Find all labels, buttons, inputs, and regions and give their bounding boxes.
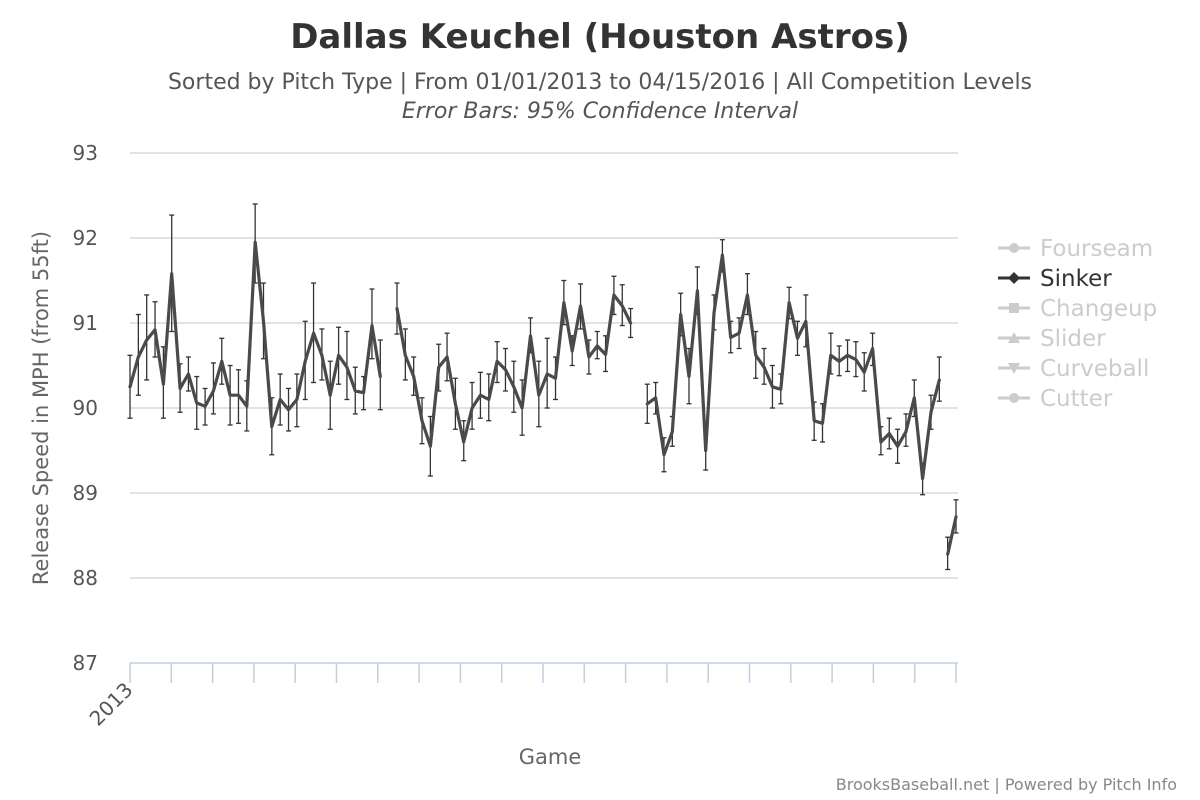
legend: Fourseam Sinker Changeup Slider Curveball Cut…	[998, 236, 1157, 412]
legend-marker-circle	[1009, 393, 1019, 403]
legend-item-curveball[interactable]: Curveball	[998, 356, 1149, 382]
legend-item-fourseam[interactable]: Fourseam	[998, 236, 1153, 262]
legend-marker-diamond	[1008, 272, 1020, 284]
legend-label: Sinker	[1040, 266, 1112, 292]
y-tick-label-92: 92	[73, 226, 98, 250]
y-tick-label-91: 91	[73, 311, 98, 335]
series-lines	[128, 240, 958, 556]
chart-subtitle: Sorted by Pitch Type | From 01/01/2013 t…	[168, 70, 1032, 95]
x-axis-title: Game	[519, 745, 582, 769]
legend-marker-square	[1009, 303, 1019, 313]
error-bar	[144, 294, 150, 381]
y-tick-label-87: 87	[73, 651, 98, 675]
series-line-sinker-segment-1[interactable]	[128, 240, 382, 429]
legend-label: Curveball	[1040, 356, 1149, 382]
error-bar	[369, 288, 375, 360]
legend-label: Changeup	[1040, 296, 1157, 322]
series-line-sinker-segment-2[interactable]	[395, 293, 633, 448]
y-axis-title: Release Speed in MPH (from 55ft)	[29, 231, 53, 585]
legend-item-changeup[interactable]: Changeup	[998, 296, 1157, 322]
legend-marker-triangle	[1008, 332, 1020, 343]
legend-item-cutter[interactable]: Cutter	[998, 386, 1113, 412]
legend-label: Cutter	[1040, 386, 1113, 412]
y-axis-ticks: 87 88 89 90 91 92 93	[73, 141, 98, 675]
series-line-sinker-segment-3[interactable]	[645, 253, 941, 481]
chart-subtitle-error-bars: Error Bars: 95% Confidence Interval	[402, 99, 798, 124]
y-tick-label-89: 89	[73, 481, 98, 505]
x-axis: 2013	[85, 662, 958, 731]
y-tick-label-90: 90	[73, 396, 98, 420]
legend-marker-circle	[1009, 243, 1019, 253]
legend-item-sinker[interactable]: Sinker	[998, 266, 1112, 292]
legend-item-slider[interactable]: Slider	[998, 326, 1106, 352]
legend-label: Slider	[1040, 326, 1106, 352]
series-line-sinker-segment-4[interactable]	[946, 515, 958, 556]
chart-title: Dallas Keuchel (Houston Astros)	[290, 17, 910, 57]
credits-text[interactable]: BrooksBaseball.net | Powered by Pitch In…	[836, 775, 1177, 794]
grid-lines	[130, 152, 958, 579]
legend-marker-triangle-down	[1008, 363, 1020, 374]
y-tick-label-88: 88	[73, 566, 98, 590]
x-tick-label-2013: 2013	[85, 678, 138, 731]
legend-label: Fourseam	[1040, 236, 1153, 262]
y-tick-label-93: 93	[73, 141, 98, 165]
